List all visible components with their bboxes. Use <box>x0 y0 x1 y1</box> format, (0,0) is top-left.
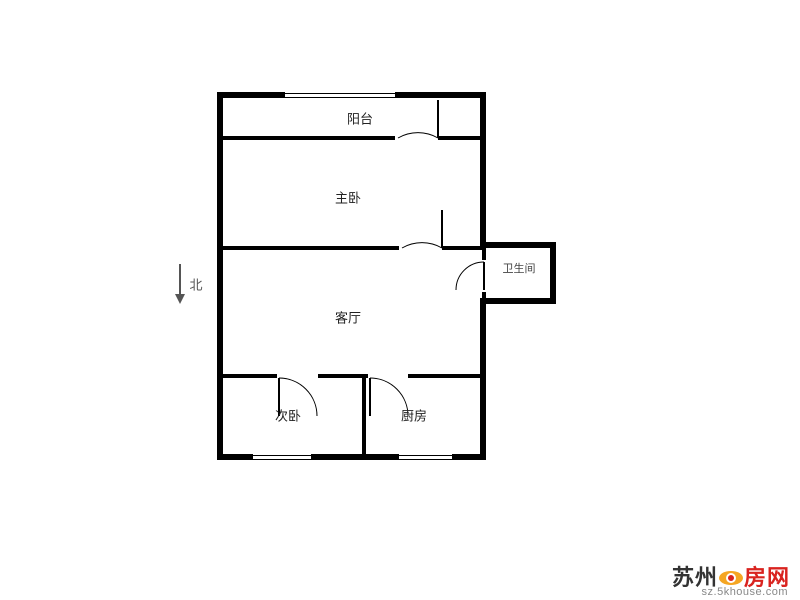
wall <box>217 374 277 378</box>
wall <box>217 454 253 460</box>
label-balcony: 阳台 <box>347 109 373 128</box>
door-arc <box>395 100 441 145</box>
label-secondary: 次卧 <box>275 406 301 425</box>
compass-label: 北 <box>189 275 202 294</box>
label-bathroom: 卫生间 <box>503 260 536 276</box>
wall <box>480 92 486 140</box>
compass-arrow <box>172 260 188 309</box>
wall <box>550 242 556 304</box>
label-living: 客厅 <box>335 308 361 327</box>
wall <box>311 454 399 460</box>
window <box>253 455 311 456</box>
wall <box>452 454 486 460</box>
wall <box>217 92 285 98</box>
wall <box>318 374 368 378</box>
wall <box>217 136 223 460</box>
wall <box>480 242 555 248</box>
watermark-url: sz.5khouse.com <box>702 586 788 598</box>
window <box>285 97 395 98</box>
wall <box>408 374 486 378</box>
wall <box>217 136 395 140</box>
wall <box>395 92 486 98</box>
label-kitchen: 厨房 <box>401 406 427 425</box>
wall <box>480 298 486 460</box>
wall <box>480 136 486 246</box>
wall <box>217 92 223 140</box>
door-arc <box>399 210 445 255</box>
watermark-eye-icon <box>718 567 744 585</box>
door-arc <box>454 260 488 299</box>
wall <box>362 374 366 460</box>
wall <box>480 298 556 304</box>
wall <box>482 246 486 260</box>
window <box>399 455 452 456</box>
wall <box>217 246 399 250</box>
window <box>399 459 452 460</box>
window <box>285 93 395 94</box>
wall <box>438 136 486 140</box>
label-master: 主卧 <box>335 188 361 207</box>
window <box>253 459 311 460</box>
floorplan-stage: 北 <box>0 0 800 600</box>
